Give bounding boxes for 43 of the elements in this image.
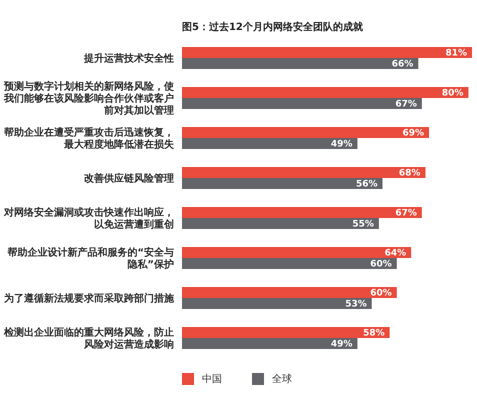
data-label: 67% [395, 208, 417, 219]
y-tick-label: 对网络安全漏洞或攻击快速作出响应，以免运营遭到重创 [3, 206, 174, 230]
data-label: 66% [392, 60, 414, 70]
data-label: 68% [398, 168, 420, 179]
bar [182, 258, 397, 269]
bar [182, 287, 397, 298]
data-label: 80% [442, 88, 464, 99]
bar [182, 167, 426, 178]
chart-title: 图5：过去12个月内网络安全团队的成就 [182, 20, 363, 34]
legend-label: 全球 [272, 372, 292, 386]
bar [182, 247, 412, 258]
data-label: 55% [352, 220, 374, 230]
bar [182, 138, 358, 149]
bar [182, 47, 472, 58]
bar [182, 87, 468, 98]
data-label: 49% [330, 340, 352, 350]
data-label: 81% [445, 48, 467, 59]
bar [182, 218, 379, 229]
bar [182, 98, 422, 109]
y-tick-label: 预测与数字计划相关的新网络风险，使我们能够在该风险影响合作伙伴或客户前对其加以管理 [3, 80, 174, 116]
data-label: 69% [402, 128, 424, 139]
bar [182, 327, 390, 338]
y-tick-label: 改善供应链风险管理 [84, 172, 174, 184]
y-tick-label: 帮助企业设计新产品和服务的“安全与隐私”保护 [6, 246, 174, 270]
data-label: 49% [330, 140, 352, 150]
bar [182, 338, 358, 349]
y-tick-label: 检测出企业面临的重大网络风险，防止风险对运营造成影响 [3, 326, 174, 350]
y-tick-label: 帮助企业在遭受严重攻击后迅速恢复，最大程度地降低潜在损失 [3, 126, 175, 150]
data-label: 67% [395, 100, 417, 110]
bar [182, 298, 372, 309]
y-tick-label: 提升运营技术安全性 [83, 52, 174, 64]
data-label: 56% [356, 180, 378, 190]
data-label: 60% [370, 260, 392, 270]
bar [182, 58, 418, 69]
bar [182, 127, 430, 138]
data-label: 60% [370, 288, 392, 299]
data-label: 64% [384, 248, 406, 259]
data-label: 53% [345, 300, 367, 310]
legend-label: 中国 [202, 372, 222, 386]
data-label: 58% [363, 328, 385, 339]
bar [182, 178, 382, 189]
y-tick-label: 为了遵循新法规要求而采取跨部门措施 [4, 292, 175, 304]
bar [182, 207, 422, 218]
